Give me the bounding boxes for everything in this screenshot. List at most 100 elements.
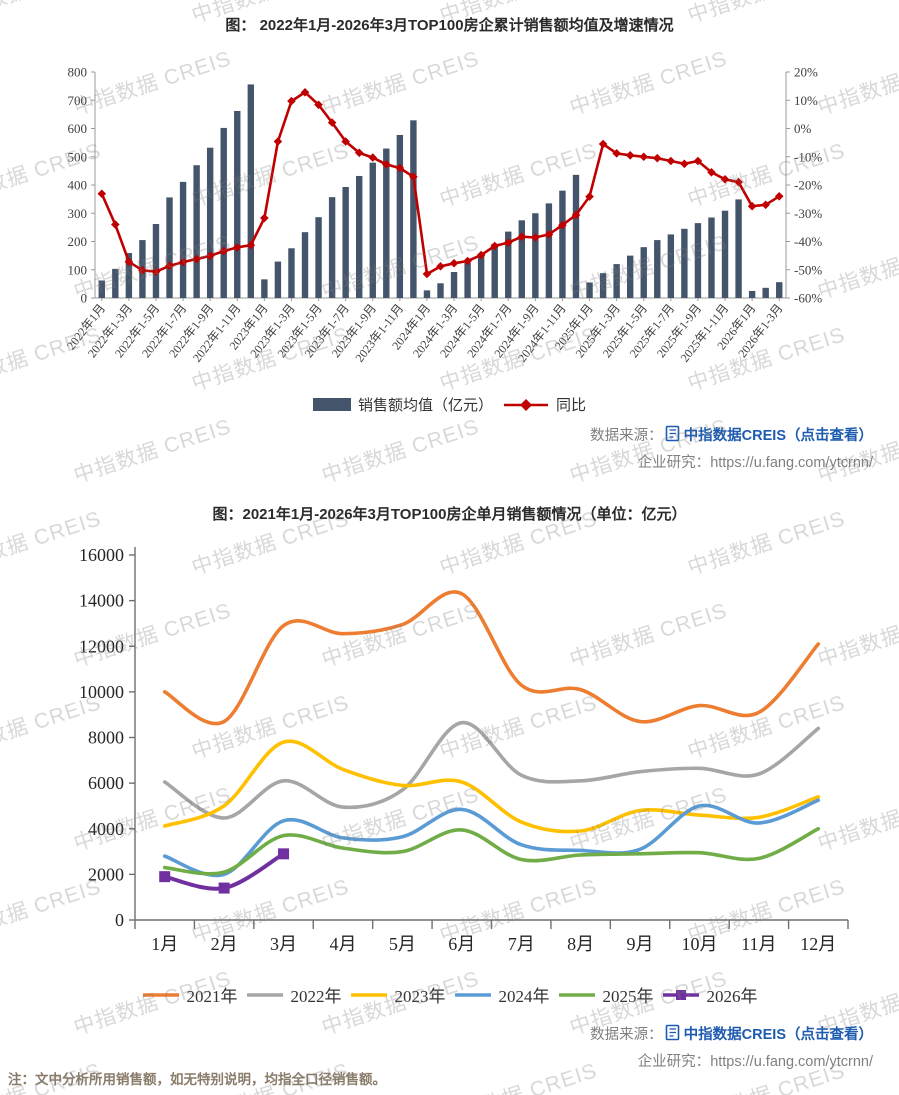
legend-item-2021年: 2021年	[142, 982, 238, 1007]
chart2-title: 图：2021年1月-2026年3月TOP100房企单月销售额情况（单位：亿元）	[212, 506, 687, 523]
bar	[572, 174, 580, 298]
data-source-label: 数据来源：	[590, 428, 663, 444]
square-marker	[159, 871, 171, 883]
growth-point-diamond	[449, 258, 459, 268]
legend-item-2024年: 2024年	[454, 982, 550, 1007]
bar	[450, 272, 458, 298]
footnote: 注：文中分析所用销售额，如无特别说明，均指全口径销售额。	[8, 1072, 386, 1087]
growth-point-diamond	[300, 88, 310, 97]
growth-point-diamond	[178, 257, 188, 267]
series-line-2021年	[162, 590, 821, 726]
right-tick-label: 0%	[794, 121, 812, 136]
y-tick-label: 0	[115, 910, 124, 930]
bar	[247, 84, 255, 299]
watermark-text: 中指数据 CREIS	[318, 415, 483, 488]
series-line-2023年	[162, 739, 821, 834]
bar	[288, 248, 295, 298]
growth-point-diamond	[422, 269, 432, 279]
document-icon	[665, 1024, 679, 1041]
data-source-label: 数据来源：	[590, 1027, 663, 1043]
bar	[681, 228, 688, 298]
growth-point-diamond	[503, 238, 513, 247]
growth-point-diamond	[639, 152, 649, 162]
bars-group	[98, 84, 783, 299]
research-line: 企业研究：https://u.fang.com/ytcrnn/	[590, 450, 873, 477]
growth-point-diamond	[625, 151, 635, 160]
creis-link[interactable]: 中指数据CREIS（点击查看）	[683, 1027, 873, 1043]
chart2-legend: 2021年 2022年 2023年 2024年 2025年 2026年	[0, 982, 899, 1007]
y-tick-label: 16000	[79, 545, 124, 565]
legend-swatch	[246, 992, 283, 997]
month-label: 1月	[151, 934, 178, 954]
bar	[654, 240, 661, 298]
right-tick-label: 10%	[794, 93, 818, 108]
legend-swatch	[350, 992, 387, 997]
chart2-source-block: 数据来源： 中指数据CREIS（点击查看） 企业研究：https://u.fan…	[590, 1022, 873, 1076]
chart1-title: 图： 2022年1月-2026年3月TOP100房企累计销售额均值及增速情况	[225, 17, 674, 34]
bar	[721, 210, 729, 298]
research-url: https://u.fang.com/ytcrnn/	[710, 1054, 873, 1070]
month-label: 6月	[448, 934, 475, 954]
left-tick-label: 200	[68, 234, 88, 249]
growth-point-diamond	[368, 153, 378, 162]
bar	[301, 232, 309, 298]
bar	[735, 199, 742, 298]
y-tick-label: 8000	[88, 728, 124, 748]
growth-point-diamond	[382, 160, 391, 169]
growth-point-diamond	[327, 118, 337, 127]
bar	[342, 186, 349, 298]
bar	[261, 279, 268, 298]
left-tick-label: 700	[68, 93, 88, 108]
creis-link[interactable]: 中指数据CREIS（点击查看）	[683, 428, 873, 444]
left-tick-label: 300	[68, 206, 88, 221]
growth-point-diamond	[409, 172, 418, 182]
left-tick-label: 100	[68, 262, 88, 277]
legend-label: 2022年	[290, 987, 342, 1006]
legend-label: 2026年	[706, 987, 758, 1006]
bar	[410, 120, 417, 299]
growth-point-diamond	[124, 257, 134, 267]
y-tick-label: 10000	[79, 682, 124, 702]
growth-point-diamond	[436, 262, 445, 271]
bar	[667, 234, 675, 298]
growth-point-diamond	[544, 230, 554, 239]
legend-item-bars: 销售额均值（亿元）	[312, 394, 493, 415]
right-tick-label: -30%	[794, 206, 822, 221]
month-label: 10月	[681, 934, 717, 954]
month-label: 12月	[800, 934, 836, 954]
growth-point-diamond	[707, 167, 716, 177]
legend-item-2026年: 2026年	[662, 982, 758, 1007]
growth-point-diamond	[287, 96, 296, 106]
y-tick-label: 12000	[79, 636, 124, 656]
legend-item-2025年: 2025年	[558, 982, 654, 1007]
left-tick-label: 400	[68, 178, 88, 193]
left-tick-label: 0	[81, 291, 88, 306]
bar	[356, 175, 363, 298]
legend-item-2022年: 2022年	[246, 982, 342, 1007]
growth-point-diamond	[476, 250, 486, 260]
series-line-2025年	[162, 827, 821, 876]
bar	[626, 255, 634, 298]
month-label: 8月	[567, 934, 594, 954]
bar	[518, 220, 525, 298]
chart1-source-block: 数据来源： 中指数据CREIS（点击查看） 企业研究：https://u.fan…	[590, 423, 873, 477]
month-label: 2月	[211, 934, 238, 954]
legend-item-2023年: 2023年	[350, 982, 446, 1007]
research-label: 企业研究：	[637, 1054, 711, 1070]
growth-point-diamond	[151, 267, 161, 277]
growth-point-diamond	[558, 220, 567, 230]
growth-point-diamond	[680, 159, 689, 169]
legend-swatch	[454, 992, 491, 997]
growth-point-diamond	[720, 175, 730, 184]
research-label: 企业研究：	[637, 455, 711, 471]
right-tick-label: -40%	[794, 234, 822, 249]
growth-point-diamond	[192, 254, 201, 264]
right-tick-label: -20%	[794, 178, 822, 193]
right-tick-label: 20%	[794, 65, 818, 80]
legend-swatch	[662, 989, 699, 1000]
chart1-canvas: 0 100 200 300 400 500 600 700 800 20% 10% 0% -10% -20…	[64, 65, 822, 365]
growth-point-diamond	[273, 137, 283, 146]
growth-point-diamond	[111, 220, 120, 229]
bar	[274, 261, 282, 298]
month-label: 9月	[627, 934, 654, 954]
